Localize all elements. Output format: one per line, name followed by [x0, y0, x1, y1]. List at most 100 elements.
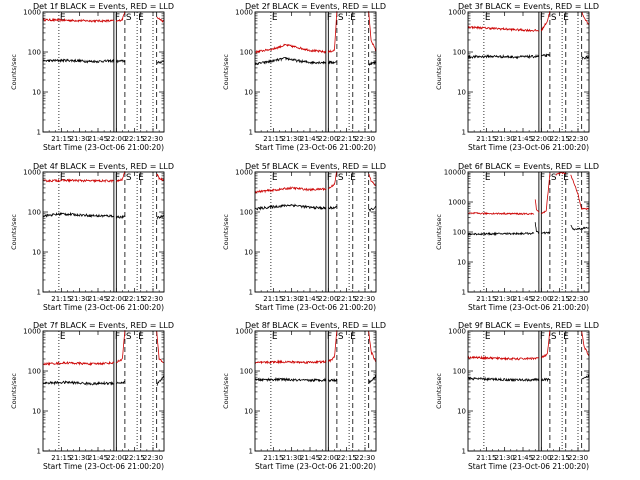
- marker-label: F: [327, 173, 332, 183]
- x-tick-label: 21:15: [263, 454, 283, 462]
- y-axis-label: Counts/sec: [222, 54, 230, 90]
- x-tick-label: 21:30: [70, 454, 90, 462]
- x-axis-label: Start Time (23-Oct-06 21:00:20): [255, 462, 376, 471]
- x-tick-label: 22:30: [355, 295, 375, 303]
- marker-label: E: [272, 173, 278, 183]
- lld-series-line: [327, 11, 338, 53]
- x-tick-label: 22:30: [568, 454, 588, 462]
- x-tick-label: 21:30: [282, 295, 302, 303]
- lld-series-line: [116, 330, 126, 364]
- marker-label: S: [551, 173, 557, 183]
- x-tick-label: 21:15: [51, 135, 71, 143]
- x-tick-label: 22:15: [337, 135, 357, 143]
- x-tick-label: 21:30: [495, 135, 515, 143]
- y-tick-label: 10: [457, 408, 466, 416]
- lld-series-line: [540, 11, 551, 32]
- marker-label: E: [138, 173, 144, 183]
- marker-label: E: [563, 13, 569, 23]
- y-tick-label: 1: [249, 129, 253, 137]
- lld-series-line: [254, 359, 327, 365]
- panel-det-8: Det 8f BLACK = Events, RED = LLD Counts/s…: [222, 321, 386, 471]
- y-tick-label: 100: [453, 49, 466, 57]
- x-tick-label: 21:45: [88, 454, 108, 462]
- marker-label: S: [338, 332, 344, 342]
- lld-series-line: [541, 330, 551, 359]
- x-tick-label: 21:30: [70, 135, 90, 143]
- plot-frame: [42, 330, 165, 452]
- y-tick-label: 1: [249, 448, 253, 456]
- y-tick-label: 1000: [448, 328, 466, 336]
- y-tick-label: 1: [249, 289, 253, 297]
- marker-label: F: [327, 332, 332, 342]
- marker-label: F: [115, 13, 120, 23]
- lld-series-line: [328, 330, 338, 363]
- x-tick-label: 21:15: [51, 454, 71, 462]
- x-tick-label: 21:45: [88, 135, 108, 143]
- events-series-line: [42, 211, 115, 219]
- x-tick-label: 22:15: [550, 454, 570, 462]
- events-series-line: [467, 231, 535, 237]
- marker-label: E: [485, 13, 491, 23]
- events-series-line: [115, 214, 126, 220]
- lld-series-line: [541, 173, 551, 215]
- events-series-line: [116, 380, 126, 385]
- x-axis-label: Start Time (23-Oct-06 21:00:20): [468, 143, 589, 152]
- events-series-line: [254, 203, 327, 211]
- x-tick-label: 21:30: [282, 454, 302, 462]
- marker-label: F: [115, 173, 120, 183]
- x-tick-label: 22:30: [355, 454, 375, 462]
- panel-det-2: Det 2f BLACK = Events, RED = LLD Counts/s…: [222, 2, 386, 152]
- y-tick-label: 100: [240, 209, 253, 217]
- events-series-line: [328, 205, 338, 210]
- y-tick-label: 10: [457, 259, 466, 267]
- marker-label: S: [338, 173, 344, 183]
- x-tick-label: 22:00: [318, 295, 338, 303]
- y-axis-label: Counts/sec: [10, 54, 18, 90]
- y-tick-label: 100: [240, 368, 253, 376]
- lld-series-line: [156, 16, 165, 23]
- marker-label: F: [540, 332, 545, 342]
- events-series-line: [368, 374, 377, 384]
- marker-label: E: [485, 332, 491, 342]
- x-tick-label: 22:00: [318, 454, 338, 462]
- plot-frame: [42, 171, 165, 293]
- y-axis-label: Counts/sec: [222, 214, 230, 250]
- x-tick-label: 22:30: [143, 135, 163, 143]
- marker-label: E: [350, 173, 356, 183]
- plot-frame: [467, 171, 590, 293]
- events-series-line: [42, 380, 115, 387]
- y-axis-label: Counts/sec: [435, 373, 443, 409]
- y-tick-label: 1000: [23, 9, 41, 17]
- y-tick-label: 1: [37, 448, 41, 456]
- panel-title: Det 3f BLACK = Events, RED = LLD: [458, 2, 599, 11]
- lld-series-line: [116, 171, 126, 183]
- lld-series-line: [368, 173, 377, 187]
- marker-label: E: [350, 13, 356, 23]
- events-series-line: [467, 53, 540, 60]
- lld-series-line: [254, 43, 327, 55]
- marker-label: E: [272, 13, 278, 23]
- lld-series-line: [42, 17, 115, 23]
- plot-frame: [254, 330, 377, 452]
- lld-series-line: [570, 174, 589, 211]
- x-tick-label: 21:30: [70, 295, 90, 303]
- x-axis-label: Start Time (23-Oct-06 21:00:20): [43, 303, 164, 312]
- lld-series-line: [156, 330, 165, 364]
- x-axis-label: Start Time (23-Oct-06 21:00:20): [255, 303, 376, 312]
- lld-series-line: [467, 355, 540, 362]
- events-series-line: [581, 55, 590, 61]
- marker-label: S: [126, 13, 132, 23]
- y-axis-label: Counts/sec: [10, 373, 18, 409]
- marker-label: S: [126, 332, 132, 342]
- lld-series-line: [42, 360, 115, 367]
- panel-title: Det 5f BLACK = Events, RED = LLD: [245, 162, 386, 171]
- y-tick-label: 1000: [448, 9, 466, 17]
- lld-series-line: [534, 199, 540, 213]
- x-tick-label: 21:45: [300, 295, 320, 303]
- x-tick-label: 22:30: [568, 295, 588, 303]
- x-tick-label: 22:30: [143, 454, 163, 462]
- lld-series-line: [467, 211, 535, 216]
- y-tick-label: 100: [453, 368, 466, 376]
- y-tick-label: 100: [240, 49, 253, 57]
- y-tick-label: 1000: [235, 9, 253, 17]
